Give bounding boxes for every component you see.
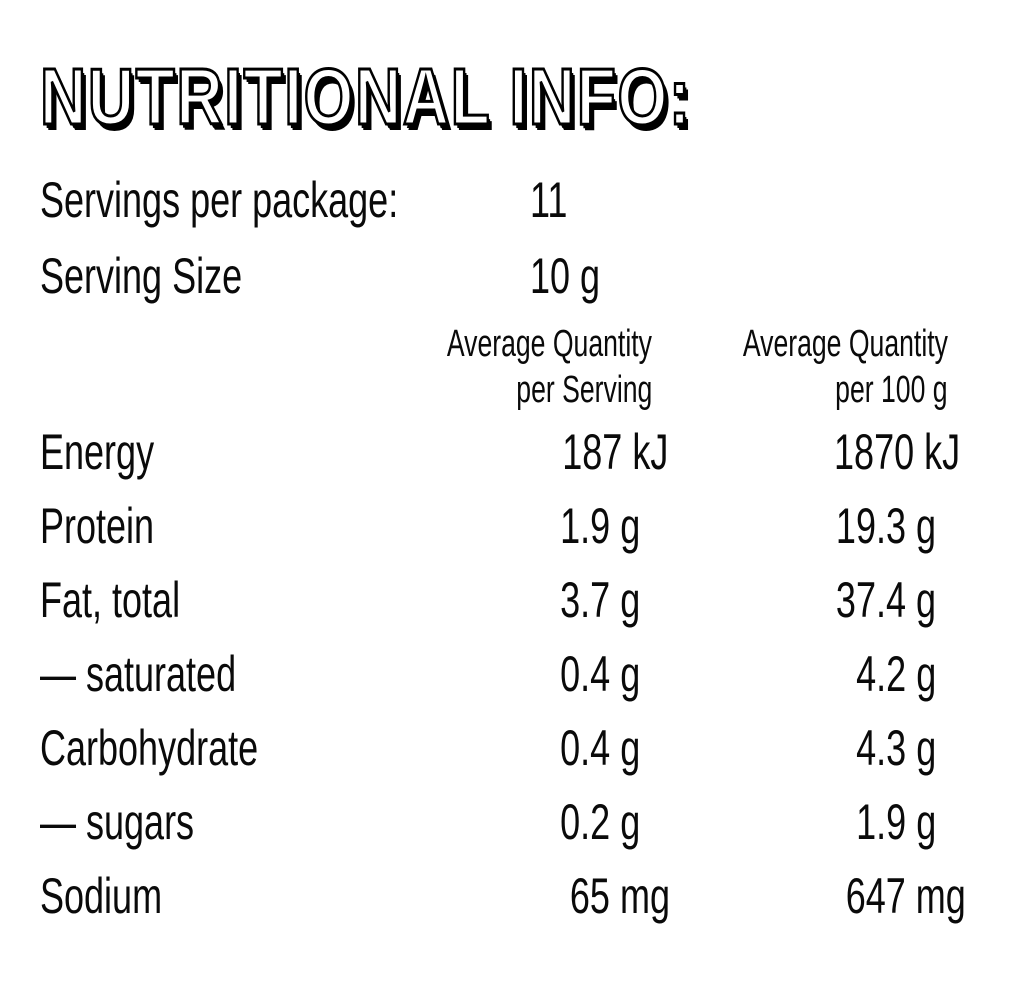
row-per-100g: 1870 kJ: [833, 424, 960, 480]
row-per-100g: 647 mg: [845, 868, 966, 924]
serving-size-label: Serving Size: [40, 248, 243, 304]
col-per-serving-header-2: per Serving: [515, 369, 652, 411]
row-per-serving: 0.4 g: [559, 720, 640, 776]
row-label: Carbohydrate: [40, 720, 259, 776]
row-label: Protein: [40, 498, 155, 554]
row-per-serving: 65 mg: [569, 868, 670, 924]
row-per-100g: 1.9 g: [855, 794, 936, 850]
row-per-100g: 37.4 g: [835, 572, 936, 628]
col-per-serving-header-1: Average Quantity: [446, 323, 652, 365]
row-per-100g: 4.2 g: [855, 646, 936, 702]
row-per-serving: 187 kJ: [561, 424, 668, 480]
row-per-serving: 0.2 g: [559, 794, 640, 850]
col-per-100g-header-1: Average Quantity: [742, 323, 948, 365]
col-per-100g-header-2: per 100 g: [835, 369, 948, 411]
servings-per-package-value: 11: [530, 172, 568, 228]
row-label: Energy: [40, 424, 155, 480]
row-per-serving: 3.7 g: [559, 572, 640, 628]
row-per-serving: 1.9 g: [559, 498, 640, 554]
row-per-serving: 0.4 g: [559, 646, 640, 702]
servings-per-package-label: Servings per package:: [40, 172, 399, 228]
page-title: NUTRITIONAL INFO:: [39, 51, 692, 143]
row-label: — sugars: [40, 794, 195, 850]
serving-size-value: 10 g: [530, 248, 601, 304]
row-label: Fat, total: [40, 572, 181, 628]
row-per-100g: 4.3 g: [855, 720, 936, 776]
row-label: Sodium: [40, 868, 163, 924]
row-label: — saturated: [40, 646, 237, 702]
row-per-100g: 19.3 g: [835, 498, 936, 554]
